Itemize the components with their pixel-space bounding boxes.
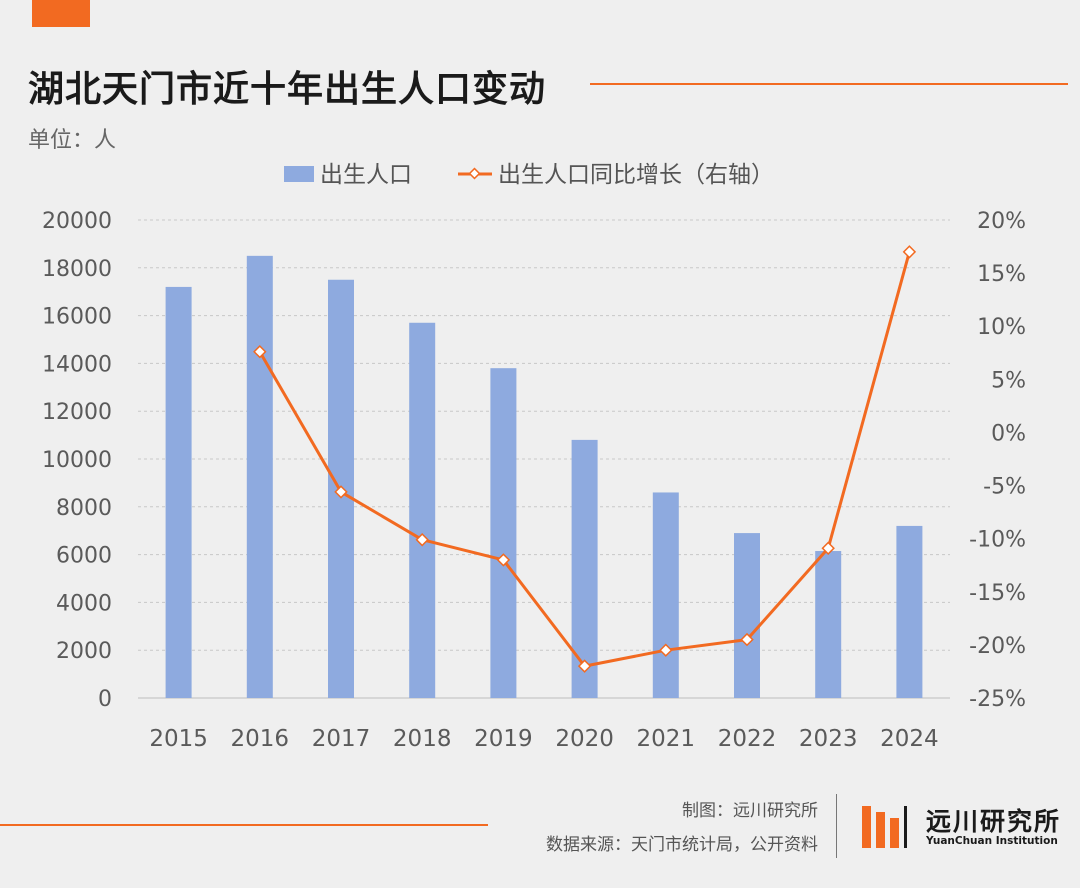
y-right-tick-label: -5% — [983, 475, 1026, 500]
x-tick-label: 2018 — [393, 726, 452, 752]
line-point — [821, 541, 835, 555]
y-left-tick-label: 2000 — [56, 639, 112, 664]
y-right-tick-label: -15% — [969, 581, 1026, 606]
x-tick-label: 2016 — [231, 726, 290, 752]
accent-tab — [32, 0, 90, 27]
chart-area: 0 2000 4000 6000 8000 10000 12000 14000 16000 180… — [42, 162, 1026, 752]
x-tick-label: 2021 — [637, 726, 696, 752]
chart-title: 湖北天门市近十年出生人口变动 — [28, 69, 547, 110]
x-tick-label: 2017 — [312, 726, 371, 752]
title-rule — [590, 83, 1068, 85]
y-left-tick-label: 16000 — [42, 305, 112, 330]
bar — [652, 492, 679, 698]
bar — [571, 439, 598, 698]
y-left-tick-label: 4000 — [56, 591, 112, 616]
y-right-tick-label: 5% — [991, 368, 1026, 393]
x-tick-label: 2020 — [555, 726, 614, 752]
y-right-tick-label: 0% — [991, 421, 1026, 446]
logo-name-en: YuanChuan Institution — [926, 835, 1058, 847]
y-left-tick-label: 10000 — [42, 448, 112, 473]
y-left-tick-label: 12000 — [42, 400, 112, 425]
y-right-tick-label: 10% — [977, 315, 1026, 340]
bar — [409, 322, 436, 698]
x-tick-label: 2022 — [718, 726, 777, 752]
y-left-tick-label: 18000 — [42, 257, 112, 282]
x-tick-label: 2023 — [799, 726, 858, 752]
logo-mark-icon — [862, 806, 907, 848]
bar — [246, 255, 273, 698]
bar — [815, 551, 842, 698]
maker-credit: 制图：远川研究所 — [682, 801, 818, 821]
x-tick-label: 2019 — [474, 726, 533, 752]
line-point — [577, 659, 592, 673]
line-point — [415, 533, 429, 547]
bar — [490, 368, 517, 698]
source-credit: 数据来源：天门市统计局，公开资料 — [546, 835, 818, 855]
y-right-tick-label: 20% — [977, 209, 1026, 234]
legend-bar-swatch — [284, 166, 314, 182]
line-point — [740, 632, 754, 647]
line-point — [334, 485, 348, 499]
x-tick-label: 2015 — [149, 726, 208, 752]
y-left-tick-label: 14000 — [42, 352, 112, 377]
y-right-tick-label: -10% — [969, 528, 1026, 553]
y-left-tick-label: 0 — [98, 687, 112, 712]
bar — [165, 286, 192, 698]
y-left-tick-label: 8000 — [56, 496, 112, 521]
x-tick-label: 2024 — [880, 726, 939, 752]
legend-line-label: 出生人口同比增长（右轴） — [498, 162, 774, 188]
y-right-tick-label: 15% — [977, 262, 1026, 287]
line-point — [496, 553, 511, 567]
unit-label: 单位：人 — [28, 128, 117, 153]
line-point — [253, 344, 267, 359]
footer-rule — [0, 824, 488, 826]
line-point — [902, 245, 917, 259]
bar — [896, 525, 923, 698]
footer-divider — [836, 794, 837, 858]
y-left-tick-label: 6000 — [56, 544, 112, 569]
logo-name: 远川研究所 — [926, 807, 1062, 836]
y-right-tick-label: -20% — [969, 634, 1026, 659]
y-right-tick-label: -25% — [969, 687, 1026, 712]
line-point — [659, 643, 673, 657]
legend-bar-label: 出生人口 — [320, 162, 412, 188]
bar — [734, 533, 760, 698]
legend-line-marker — [468, 167, 481, 180]
y-left-tick-label: 20000 — [42, 209, 112, 234]
